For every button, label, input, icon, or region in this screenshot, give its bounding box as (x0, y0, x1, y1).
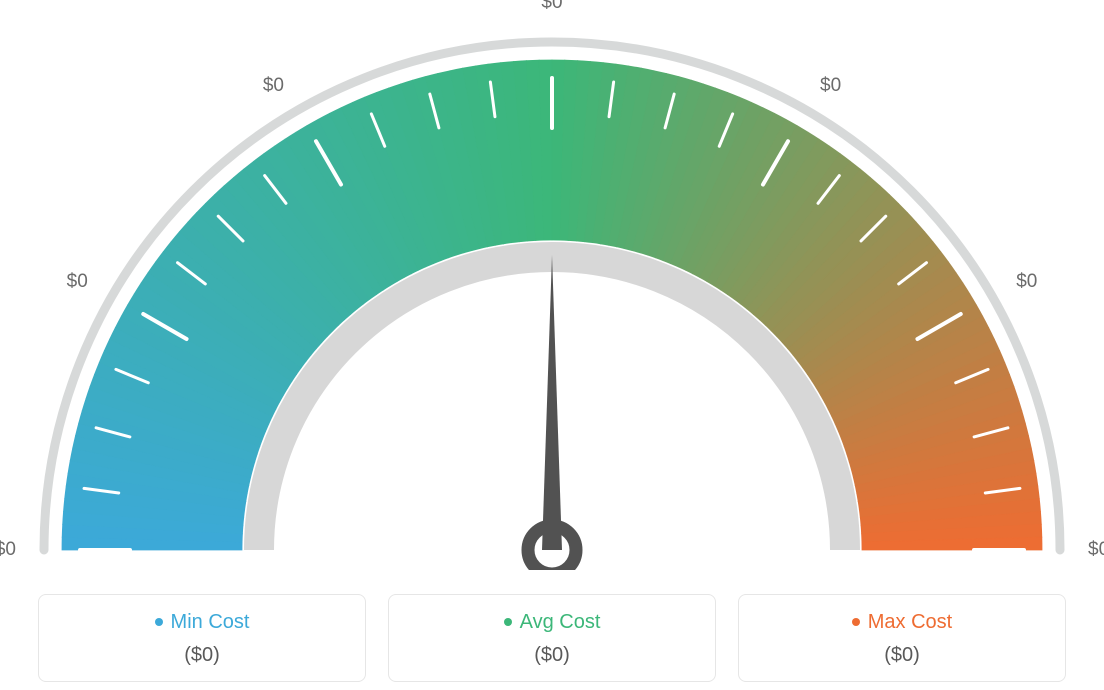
gauge-scale-label: $0 (1088, 539, 1104, 561)
legend-dot-min (155, 618, 163, 626)
gauge-scale-label: $0 (263, 75, 284, 97)
legend-avg-value: ($0) (401, 644, 703, 667)
legend-avg-label: Avg Cost (520, 611, 601, 634)
legend-max-value: ($0) (751, 644, 1053, 667)
legend-dot-max (852, 618, 860, 626)
legend-row: Min Cost ($0) Avg Cost ($0) Max Cost ($0… (38, 594, 1066, 682)
legend-max-label: Max Cost (868, 611, 952, 634)
legend-label-wrap: Avg Cost (504, 611, 601, 634)
gauge-chart: $0$0$0$0$0$0$0 (22, 10, 1082, 570)
legend-dot-avg (504, 618, 512, 626)
legend-label-wrap: Min Cost (155, 611, 250, 634)
legend-card-min: Min Cost ($0) (38, 594, 366, 682)
legend-min-value: ($0) (51, 644, 353, 667)
gauge-scale-label: $0 (0, 539, 16, 561)
gauge-scale-label: $0 (1016, 271, 1037, 293)
legend-min-label: Min Cost (171, 611, 250, 634)
gauge-scale-label: $0 (541, 0, 562, 14)
gauge-svg (22, 10, 1082, 570)
gauge-scale-label: $0 (67, 271, 88, 293)
legend-card-max: Max Cost ($0) (738, 594, 1066, 682)
gauge-needle (542, 255, 562, 550)
legend-label-wrap: Max Cost (852, 611, 952, 634)
gauge-scale-label: $0 (820, 75, 841, 97)
legend-card-avg: Avg Cost ($0) (388, 594, 716, 682)
